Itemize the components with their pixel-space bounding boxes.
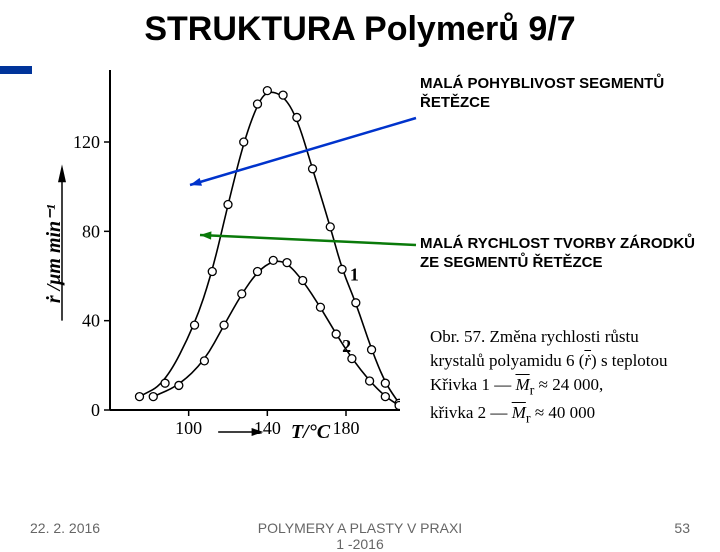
svg-text:180: 180 (333, 418, 360, 438)
svg-text:1: 1 (350, 264, 359, 284)
footer-mid1: POLYMERY A PLASTY V PRAXI (258, 520, 462, 536)
svg-text:100: 100 (175, 418, 202, 438)
footer-page: 53 (674, 520, 690, 536)
svg-text:ṙ /μm min⁻¹: ṙ /μm min⁻¹ (43, 204, 65, 303)
caption-line1: Obr. 57. Změna rychlosti růstu (430, 327, 639, 346)
svg-text:0: 0 (91, 400, 100, 420)
svg-text:120: 120 (73, 132, 100, 152)
caption-line4a: křivka 2 — (430, 403, 512, 422)
footer-mid2: 1 -2016 (336, 536, 383, 552)
caption-line3a: Křivka 1 — (430, 375, 515, 394)
svg-text:140: 140 (254, 418, 281, 438)
caption-line3b: ≈ 24 000, (534, 375, 603, 394)
annotation-nucleation: MALÁ RYCHLOST TVORBY ZÁRODKŮ ZE SEGMENTŮ… (420, 235, 700, 273)
chart: 0 40 80 120 100 140 180 ṙ /μm min⁻¹ T/°C 1 2 (40, 65, 400, 460)
svg-text:80: 80 (82, 221, 100, 241)
caption-line2a: krystalů polyamidu 6 ( (430, 351, 584, 370)
annotation-mobility: MALÁ POHYBLIVOST SEGMENTŮ ŘETĚZCE (420, 75, 700, 113)
caption-line2b: ) s teplotou (591, 351, 668, 370)
page-title: STRUKTURA Polymerů 9/7 (0, 0, 720, 49)
footer-center: POLYMERY A PLASTY V PRAXI 1 -2016 (0, 520, 720, 552)
caption-line4b: ≈ 40 000 (531, 403, 596, 422)
svg-text:40: 40 (82, 311, 100, 331)
caption-symbol-M2: M (512, 403, 526, 422)
figure-caption: Obr. 57. Změna rychlosti růstu krystalů … (430, 325, 690, 429)
decorative-bar (0, 66, 32, 74)
svg-text:T/°C: T/°C (291, 421, 331, 443)
caption-symbol-M1: M (515, 375, 529, 394)
svg-text:2: 2 (342, 336, 351, 356)
